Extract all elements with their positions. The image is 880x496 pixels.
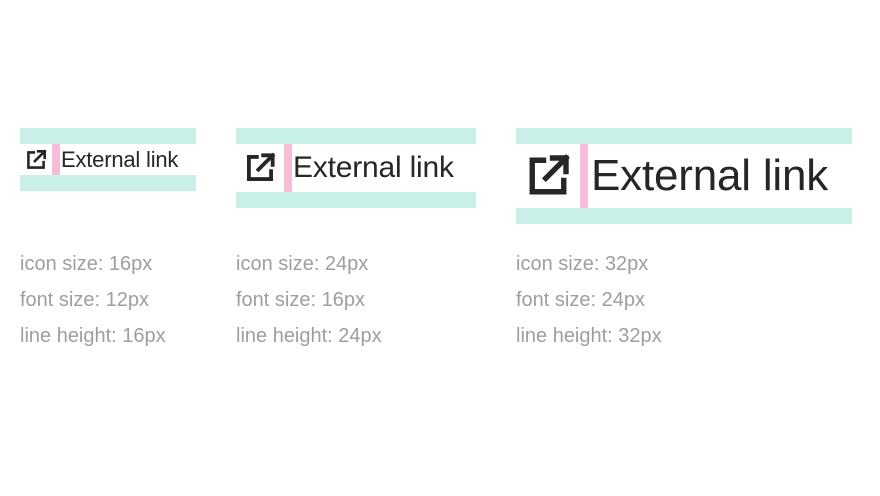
padding-band-top — [236, 128, 476, 144]
padding-band-top — [20, 128, 196, 144]
external-link-sample[interactable]: External link — [20, 144, 196, 175]
spec-medium: External link icon size: 24px font size:… — [236, 128, 476, 348]
link-text[interactable]: External link — [591, 151, 829, 200]
icon-text-gap-marker — [52, 144, 60, 175]
link-text[interactable]: External link — [61, 146, 179, 172]
caption-icon-size: icon size: 32px — [516, 253, 649, 275]
spec-captions: icon size: 16px font size: 12px line hei… — [20, 246, 166, 354]
external-link-icon — [20, 144, 52, 175]
external-link-sample[interactable]: External link — [516, 144, 852, 208]
caption-line-height: line height: 32px — [516, 325, 662, 347]
padding-band-bottom — [20, 175, 196, 191]
icon-text-gap-marker — [284, 144, 292, 192]
external-link-icon — [516, 144, 580, 208]
spec-captions: icon size: 32px font size: 24px line hei… — [516, 246, 662, 354]
caption-font-size: font size: 24px — [516, 289, 645, 311]
caption-font-size: font size: 12px — [20, 289, 149, 311]
caption-line-height: line height: 16px — [20, 325, 166, 347]
spec-captions: icon size: 24px font size: 16px line hei… — [236, 246, 382, 354]
caption-line-height: line height: 24px — [236, 325, 382, 347]
caption-icon-size: icon size: 24px — [236, 253, 369, 275]
caption-font-size: font size: 16px — [236, 289, 365, 311]
padding-band-bottom — [516, 208, 852, 224]
padding-band-top — [516, 128, 852, 144]
external-link-icon — [236, 144, 284, 192]
link-text[interactable]: External link — [293, 151, 454, 184]
icon-text-gap-marker — [580, 144, 588, 208]
spec-small: External link icon size: 16px font size:… — [20, 128, 196, 348]
caption-icon-size: icon size: 16px — [20, 253, 153, 275]
spec-large: External link icon size: 32px font size:… — [516, 128, 852, 348]
padding-band-bottom — [236, 192, 476, 208]
external-link-sample[interactable]: External link — [236, 144, 476, 192]
